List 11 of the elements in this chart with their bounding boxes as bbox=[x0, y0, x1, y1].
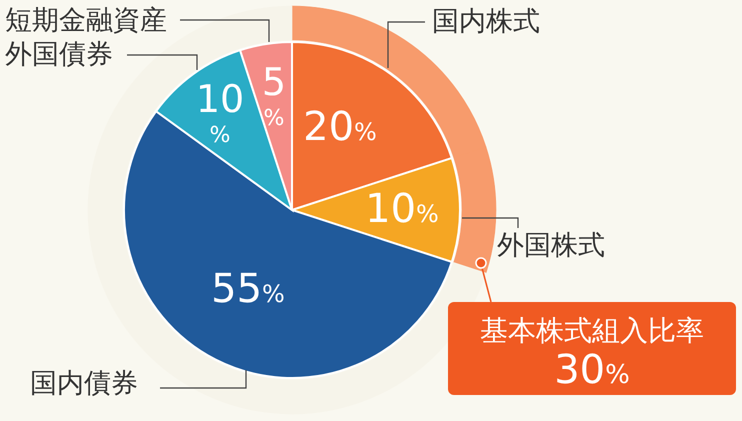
slice-label: 国内債券 bbox=[30, 368, 138, 399]
data-label: 5% bbox=[262, 60, 286, 131]
data-label: 10% bbox=[365, 186, 439, 232]
data-label: 55% bbox=[211, 266, 285, 312]
slice-label: 国内株式 bbox=[432, 6, 540, 37]
slice-label: 外国株式 bbox=[497, 230, 605, 261]
data-label: 20% bbox=[303, 104, 377, 150]
slice-label: 外国債券 bbox=[5, 39, 113, 70]
text: 基本株式組入比率 30% bbox=[480, 314, 704, 393]
data-label: 10% bbox=[196, 77, 244, 148]
slice-label: 短期金融資産 bbox=[5, 5, 167, 36]
